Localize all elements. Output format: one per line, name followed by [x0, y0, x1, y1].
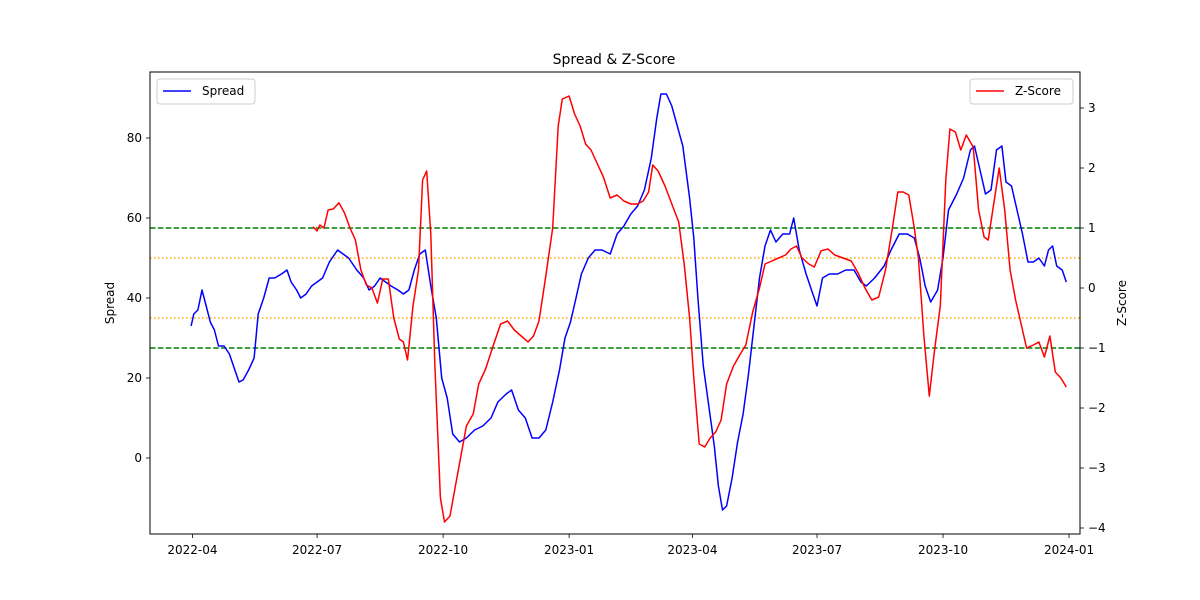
- legend-zscore-label: Z-Score: [1015, 84, 1061, 98]
- x-tick-label: 2022-10: [418, 543, 468, 557]
- x-tick-label: 2024-01: [1044, 543, 1094, 557]
- x-tick-label: 2023-10: [918, 543, 968, 557]
- y-axis-right-ticks: −4 −3 −2 −1 0 1 2 3: [1080, 101, 1106, 535]
- y-right-tick-label: −3: [1088, 461, 1106, 475]
- y-left-tick-label: 60: [127, 211, 142, 225]
- chart-title: Spread & Z-Score: [553, 52, 676, 68]
- y-left-tick-label: 80: [127, 131, 142, 145]
- y-axis-left-ticks: 0 20 40 60 80: [127, 131, 150, 465]
- series-layer: [190, 93, 1068, 523]
- legend-spread-box: [156, 78, 256, 105]
- y-axis-left-label: Spread: [103, 282, 117, 324]
- plot-frame: [149, 71, 1081, 535]
- y-right-tick-label: 1: [1088, 221, 1096, 235]
- x-tick-label: 2022-07: [292, 543, 342, 557]
- y-right-tick-label: 3: [1088, 101, 1096, 115]
- y-right-tick-label: 2: [1088, 161, 1096, 175]
- y-left-tick-label: 40: [127, 291, 142, 305]
- y-left-tick-label: 0: [134, 451, 142, 465]
- y-right-tick-label: 0: [1088, 281, 1096, 295]
- x-tick-label: 2023-01: [544, 543, 594, 557]
- series-line-z-score: [312, 95, 1067, 523]
- x-tick-label: 2023-07: [792, 543, 842, 557]
- y-axis-right-label: Z-Score: [1115, 280, 1129, 326]
- legend-zscore: Z-Score: [969, 78, 1074, 105]
- y-right-tick-label: −2: [1088, 401, 1106, 415]
- series-line-spread: [190, 93, 1068, 511]
- y-right-tick-label: −4: [1088, 521, 1106, 535]
- x-tick-label: 2023-04: [667, 543, 717, 557]
- legend-spread-label: Spread: [202, 84, 244, 98]
- legend-spread: Spread: [156, 78, 256, 105]
- x-tick-label: 2022-04: [167, 543, 217, 557]
- x-axis-ticks: 2022-04 2022-07 2022-10 2023-01 2023-04 2023-…: [167, 534, 1094, 557]
- y-left-tick-label: 20: [127, 371, 142, 385]
- legend-zscore-box: [969, 78, 1074, 105]
- y-right-tick-label: −1: [1088, 341, 1106, 355]
